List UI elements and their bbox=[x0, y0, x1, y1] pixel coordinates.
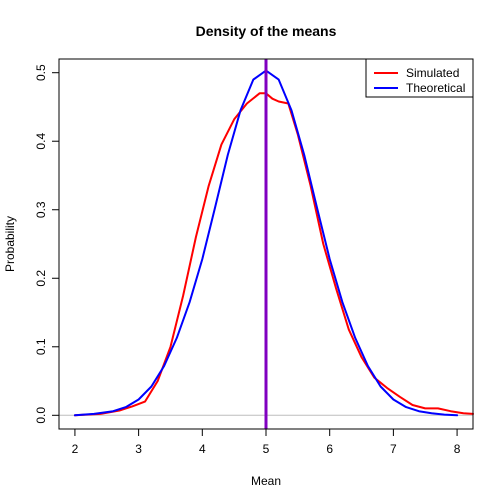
y-tick-label: 0.4 bbox=[34, 133, 48, 150]
y-tick-label: 0.2 bbox=[34, 270, 48, 287]
y-tick-label: 0.0 bbox=[34, 407, 48, 424]
x-axis-label: Mean bbox=[251, 474, 281, 488]
chart-title: Density of the means bbox=[196, 23, 337, 39]
legend-label-simulated: Simulated bbox=[406, 66, 459, 80]
y-tick-label: 0.3 bbox=[34, 201, 48, 218]
legend-box bbox=[365, 58, 474, 98]
y-tick-label: 0.1 bbox=[34, 338, 48, 355]
x-tick-label: 4 bbox=[199, 442, 206, 456]
series-line-theoretical bbox=[73, 69, 459, 417]
x-tick-label: 3 bbox=[135, 442, 142, 456]
series-layer bbox=[73, 69, 474, 417]
legend-label-theoretical: Theoretical bbox=[406, 81, 465, 95]
series-line-simulated bbox=[73, 92, 474, 417]
x-tick-label: 8 bbox=[454, 442, 461, 456]
x-tick-label: 2 bbox=[72, 442, 79, 456]
x-tick-label: 5 bbox=[263, 442, 270, 456]
x-tick-label: 6 bbox=[326, 442, 333, 456]
y-axis-label: Probability bbox=[3, 216, 17, 272]
y-tick-label: 0.5 bbox=[34, 64, 48, 81]
x-axis: 2 3 4 5 6 7 8 bbox=[72, 428, 461, 456]
x-tick-label: 7 bbox=[390, 442, 397, 456]
y-axis: 0.0 0.1 0.2 0.3 0.4 0.5 bbox=[34, 64, 60, 424]
